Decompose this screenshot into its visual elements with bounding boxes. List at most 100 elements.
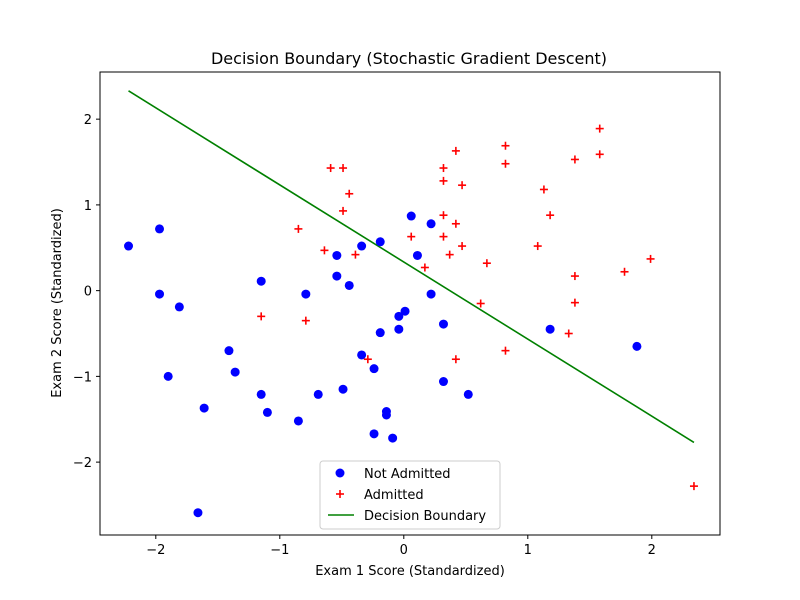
admitted-point [595,150,604,159]
not-admitted-point [375,328,385,338]
admitted-point [689,482,698,491]
chart-title: Decision Boundary (Stochastic Gradient D… [211,49,607,68]
plot-frame [99,71,721,536]
not-admitted-point [412,250,422,260]
not-admitted-point [199,403,209,413]
admitted-point [564,329,573,338]
admitted-point [301,316,310,325]
y-tick-label: −1 [73,370,92,385]
not-admitted-point [224,346,234,356]
not-admitted-point [375,237,385,247]
admitted-point [646,254,655,263]
admitted-point [501,141,510,150]
not-admitted-point [406,211,416,221]
not-admitted-point [256,389,266,399]
not-admitted-point [332,250,342,260]
admitted-point [539,185,548,194]
admitted-point [620,267,629,276]
admitted-point [482,259,491,268]
legend-item: Admitted [336,488,424,503]
not-admitted-point [155,224,165,234]
x-axis: −2 −1 0 1 2 [146,535,656,558]
admitted-point [458,242,467,251]
admitted-point [570,298,579,307]
y-axis-label: Exam 2 Score (Standardized) [50,208,65,398]
admitted-point [345,189,354,198]
admitted-point [420,263,429,272]
legend-label: Admitted [364,488,424,503]
not-admitted-point [438,377,448,387]
admitted-point [339,164,348,173]
not-admitted-point [369,429,379,439]
not-admitted-point [262,407,272,417]
legend-label: Not Admitted [364,467,451,482]
not-admitted-point [394,311,404,321]
y-tick-label: 1 [84,199,92,214]
not-admitted-point [357,350,367,360]
admitted-point [351,250,360,259]
not-admitted-point [230,367,240,377]
not-admitted-point [632,341,642,351]
admitted-point [501,346,510,355]
x-tick-label: 0 [400,543,408,558]
not-admitted-point [193,508,203,518]
not-admitted-point [388,433,398,443]
admitted-point [407,232,416,241]
not-admitted-point [155,289,165,299]
admitted-point [363,355,372,364]
admitted-points [257,124,698,491]
admitted-point [533,242,542,251]
not-admitted-point [301,289,311,299]
not-admitted-point [381,410,391,420]
admitted-point [439,164,448,173]
not-admitted-point [332,271,342,281]
legend-item: Decision Boundary [328,509,486,524]
admitted-point [570,155,579,164]
legend-frame [319,460,501,530]
legend-marker-swatch [336,490,344,498]
admitted-point [445,250,454,259]
not-admitted-point [545,324,555,334]
x-tick-label: 2 [648,543,656,558]
y-axis: −2 −1 0 1 2 [73,113,100,471]
admitted-point [326,164,335,173]
not-admitted-point [357,241,367,251]
legend: Not Admitted Admitted Decision Boundary [319,460,501,530]
x-tick-label: −1 [270,543,289,558]
not-admitted-point [163,371,173,381]
plot-area [124,90,698,518]
admitted-point [439,176,448,185]
not-admitted-point [438,319,448,329]
not-admitted-point [426,219,436,229]
admitted-point [451,146,460,155]
x-tick-label: −2 [146,543,165,558]
admitted-point [257,312,266,321]
admitted-point [294,224,303,233]
y-tick-label: 0 [84,285,92,300]
admitted-point [439,232,448,241]
admitted-point [320,246,329,255]
admitted-point [476,299,485,308]
not-admitted-points [124,211,642,518]
not-admitted-point [344,280,354,290]
admitted-point [570,272,579,281]
decision-boundary-line [128,90,695,444]
admitted-point [458,181,467,190]
admitted-point [339,206,348,215]
not-admitted-point [400,306,410,316]
not-admitted-point [394,324,404,334]
not-admitted-point [426,289,436,299]
admitted-point [501,159,510,168]
not-admitted-point [256,276,266,286]
x-axis-label: Exam 1 Score (Standardized) [315,564,505,579]
admitted-point [439,211,448,220]
not-admitted-point [293,416,303,426]
x-tick-label: 1 [524,543,532,558]
not-admitted-point [174,302,184,312]
admitted-point [595,124,604,133]
admitted-point [546,211,555,220]
y-tick-label: 2 [84,113,92,128]
legend-label: Decision Boundary [364,509,486,524]
y-tick-label: −2 [73,456,92,471]
